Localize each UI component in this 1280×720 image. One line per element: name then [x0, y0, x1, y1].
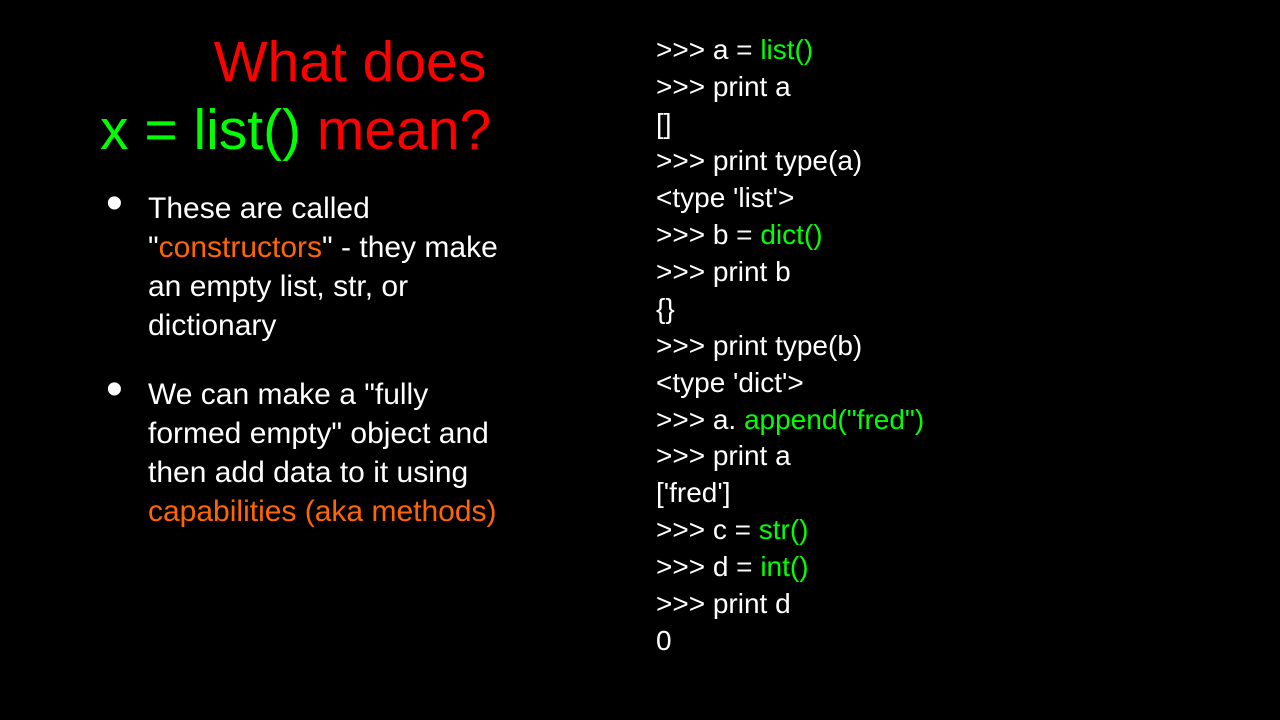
code-text: 0 [656, 625, 672, 656]
bullet-highlight: capabilities (aka methods) [148, 495, 497, 528]
code-line: >>> c = str() [656, 512, 1260, 549]
code-text: >>> c = [656, 514, 759, 545]
slide: What does x = list() mean? These are cal… [0, 0, 1280, 720]
code-highlight: list() [760, 34, 813, 65]
title-line1: What does [214, 30, 486, 94]
code-text: ['fred'] [656, 477, 731, 508]
code-line: >>> a = list() [656, 32, 1260, 69]
code-line: <type 'dict'> [656, 365, 1260, 402]
bullet-text: We can make a "fully formed empty" objec… [148, 378, 489, 489]
code-text: >>> print a [656, 71, 791, 102]
code-block: >>> a = list() >>> print a [] >>> print … [656, 32, 1260, 660]
code-line: >>> print type(a) [656, 143, 1260, 180]
code-text: >>> d = [656, 551, 760, 582]
code-line: ['fred'] [656, 475, 1260, 512]
code-line: {} [656, 291, 1260, 328]
code-text: <type 'list'> [656, 182, 794, 213]
code-text: <type 'dict'> [656, 367, 804, 398]
code-text: >>> print b [656, 256, 791, 287]
code-line: >>> print a [656, 438, 1260, 475]
code-highlight: int() [760, 551, 808, 582]
bullet-list: These are called "constructors" - they m… [100, 189, 600, 531]
bullet-item: We can make a "fully formed empty" objec… [100, 375, 520, 531]
code-text: >>> print type(a) [656, 145, 862, 176]
code-line: >>> print a [656, 69, 1260, 106]
bullet-item: These are called "constructors" - they m… [100, 189, 520, 345]
title: What does x = list() mean? [100, 28, 600, 165]
right-column: >>> a = list() >>> print a [] >>> print … [620, 0, 1280, 720]
code-highlight: dict() [760, 219, 822, 250]
code-line: >>> print d [656, 586, 1260, 623]
code-line: >>> print b [656, 254, 1260, 291]
code-text: {} [656, 293, 675, 324]
code-highlight: append("fred") [744, 404, 924, 435]
code-line: <type 'list'> [656, 180, 1260, 217]
code-text: >>> a. [656, 404, 744, 435]
bullet-highlight: constructors [159, 231, 322, 264]
code-text: [] [656, 108, 672, 139]
code-highlight: str() [759, 514, 809, 545]
code-text: >>> print type(b) [656, 330, 862, 361]
code-text: >>> a = [656, 34, 760, 65]
title-line2-green: x = list() [100, 98, 301, 162]
code-text: >>> print a [656, 440, 791, 471]
left-column: What does x = list() mean? These are cal… [0, 0, 620, 720]
code-line: >>> print type(b) [656, 328, 1260, 365]
code-line: [] [656, 106, 1260, 143]
code-line: >>> b = dict() [656, 217, 1260, 254]
code-line: >>> a. append("fred") [656, 402, 1260, 439]
code-text: >>> print d [656, 588, 791, 619]
title-line2-red: mean? [301, 98, 491, 162]
code-line: 0 [656, 623, 1260, 660]
code-text: >>> b = [656, 219, 760, 250]
code-line: >>> d = int() [656, 549, 1260, 586]
